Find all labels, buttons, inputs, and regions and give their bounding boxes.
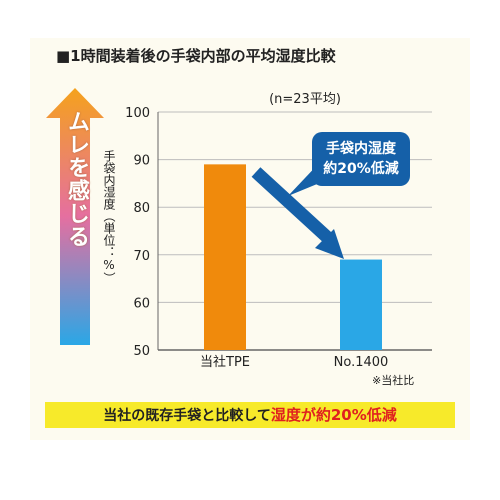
y-tick-label: 60 <box>133 296 150 311</box>
chart-title: ■1時間装着後の手袋内部の平均湿度比較 <box>56 47 336 65</box>
bar-tpe <box>204 164 246 350</box>
y-tick-label: 90 <box>133 154 150 169</box>
footnote: ※当社比 <box>372 374 415 387</box>
banner-text-1: 当社の既存手袋と比較して <box>103 408 271 424</box>
y-tick-labels: 50 60 70 80 90 100 <box>125 106 150 359</box>
callout-line-2: 約20%低減 <box>323 161 399 177</box>
y-axis-label: 手袋内湿度（単位：%） <box>102 150 116 284</box>
bar-no1400 <box>340 259 382 350</box>
chart-panel <box>30 38 470 440</box>
bars <box>204 164 382 350</box>
summary-banner: 当社の既存手袋と比較して湿度が約20%低減 <box>45 402 455 428</box>
side-gradient-arrow <box>46 88 104 345</box>
y-tick-label: 50 <box>133 344 150 359</box>
x-category-label: 当社TPE <box>200 354 250 370</box>
chart-subtitle: (n=23平均) <box>269 92 341 107</box>
y-tick-label: 80 <box>133 201 150 216</box>
x-category-labels: 当社TPE No.1400 <box>200 354 388 370</box>
x-category-label: No.1400 <box>334 355 389 370</box>
side-label: ムレを感じる <box>64 110 89 248</box>
y-tick-label: 70 <box>133 249 150 264</box>
banner-text-2: 湿度が約20%低減 <box>270 406 397 424</box>
reduction-callout: 手袋内湿度 約20%低減 <box>312 132 410 186</box>
y-tick-label: 100 <box>125 106 150 121</box>
callout-line-1: 手袋内湿度 <box>326 141 396 157</box>
reduction-arrow <box>251 167 344 259</box>
